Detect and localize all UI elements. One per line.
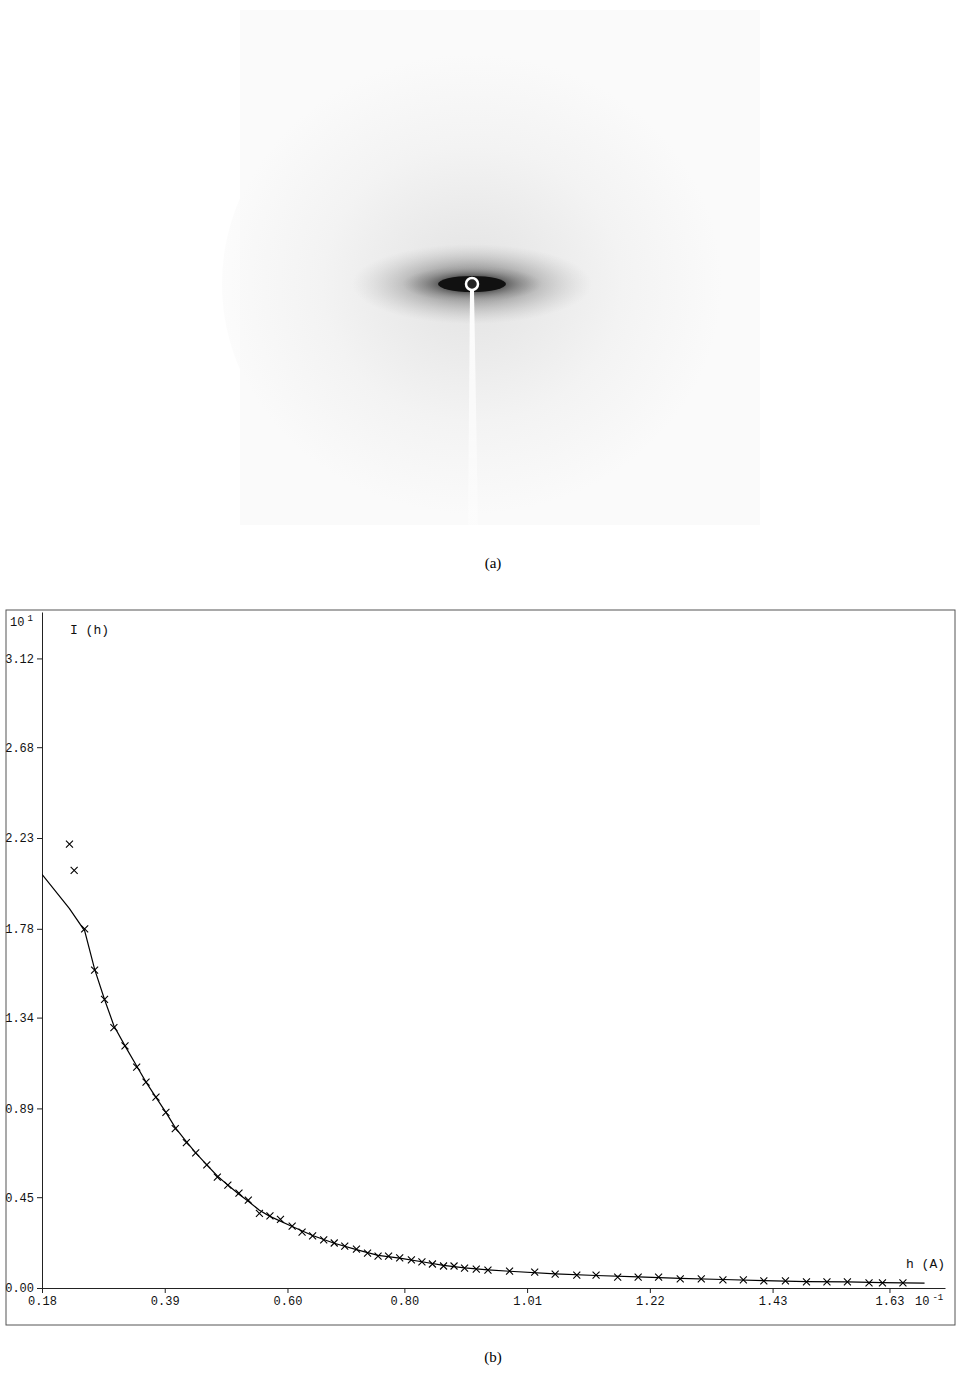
x-tick-mark: [42, 1288, 43, 1293]
data-point: [66, 841, 73, 848]
y-axis: 0.00 0.45 0.89 1.34 1.78 2.23 2.68 3.12: [5, 613, 42, 1297]
x-tick-mark: [773, 1288, 774, 1293]
y-axis-title: I (h): [70, 623, 109, 638]
panel-label: (a): [485, 555, 502, 572]
plot-area: [42, 841, 925, 1287]
y-tick-mark: [37, 1018, 42, 1019]
axis-multiplier: 101: [10, 614, 33, 630]
y-tick-label: 3.12: [5, 653, 34, 667]
y-tick-mark: [37, 1108, 42, 1109]
data-point: [614, 1274, 621, 1281]
y-tick: 0.45: [5, 1192, 42, 1206]
y-tick: 0.89: [5, 1103, 42, 1117]
y-tick: 1.34: [5, 1012, 42, 1026]
x-tick-mark: [287, 1288, 288, 1293]
multiplier-exponent: -1: [932, 1293, 943, 1303]
x-tick-label: 0.60: [274, 1295, 303, 1309]
y-tick: 1.78: [5, 923, 42, 937]
y-tick-label: 1.78: [5, 923, 34, 937]
x-axis-line: [43, 1288, 946, 1289]
x-tick-label: 1.22: [636, 1295, 665, 1309]
data-point: [71, 867, 78, 874]
x-tick-label: 0.39: [151, 1295, 180, 1309]
y-tick-label: 1.34: [5, 1012, 34, 1026]
y-tick: 2.23: [5, 832, 42, 846]
x-tick: 1.63: [876, 1288, 905, 1309]
panel-label: (b): [484, 1349, 502, 1366]
y-tick-label: 0.89: [5, 1103, 34, 1117]
data-point: [214, 1174, 221, 1181]
x-tick-mark: [650, 1288, 651, 1293]
y-tick: 2.68: [5, 742, 42, 756]
x-tick-label: 1.43: [759, 1295, 788, 1309]
y-tick-mark: [37, 929, 42, 930]
panel-frame: [6, 610, 955, 1325]
y-tick-mark: [37, 838, 42, 839]
multiplier-exponent: 1: [27, 614, 32, 624]
x-tick: 0.80: [390, 1288, 419, 1309]
x-tick: 0.39: [151, 1288, 180, 1309]
y-tick-label: 0.45: [5, 1192, 34, 1206]
beam-stop-arm: [468, 290, 478, 525]
x-tick-label: 1.63: [876, 1295, 905, 1309]
x-tick: 1.22: [636, 1288, 665, 1309]
y-tick-label: 0.00: [5, 1282, 34, 1296]
axis-multiplier: 10-1: [915, 1293, 943, 1309]
y-tick-label: 2.23: [5, 832, 34, 846]
figure: (a)0.180.390.600.801.011.221.431.630.000…: [0, 0, 964, 1375]
x-tick-mark: [165, 1288, 166, 1293]
x-tick-mark: [527, 1288, 528, 1293]
x-tick-label: 0.80: [390, 1295, 419, 1309]
y-tick-mark: [37, 1288, 42, 1289]
y-tick: 3.12: [5, 653, 42, 667]
x-tick: 0.60: [274, 1288, 303, 1309]
fit-line: [42, 874, 925, 1283]
x-axis: 0.18 0.39 0.60 0.80 1.01 1.22 1.43 1.63: [28, 1288, 945, 1309]
y-tick-mark: [37, 658, 42, 659]
x-tick-mark: [889, 1288, 890, 1293]
x-tick: 1.01: [513, 1288, 542, 1309]
y-tick-mark: [37, 747, 42, 748]
beam-stop: [466, 278, 478, 290]
y-tick-mark: [37, 1197, 42, 1198]
y-tick-label: 2.68: [5, 742, 34, 756]
x-axis-title: h (A): [906, 1257, 945, 1272]
multiplier-base: 10: [10, 616, 24, 630]
x-tick-label: 0.18: [28, 1295, 57, 1309]
x-tick-mark: [404, 1288, 405, 1293]
x-tick: 1.43: [759, 1288, 788, 1309]
x-tick-label: 1.01: [513, 1295, 542, 1309]
scatter-core: [438, 276, 506, 292]
pattern-panel: [222, 10, 760, 525]
curve-panel: 0.18 0.39 0.60 0.80 1.01 1.22 1.43 1.63 0.00 0.45…: [5, 610, 955, 1325]
multiplier-base: 10: [915, 1295, 929, 1309]
y-axis-line: [42, 613, 43, 1289]
y-tick: 0.00: [5, 1282, 42, 1296]
